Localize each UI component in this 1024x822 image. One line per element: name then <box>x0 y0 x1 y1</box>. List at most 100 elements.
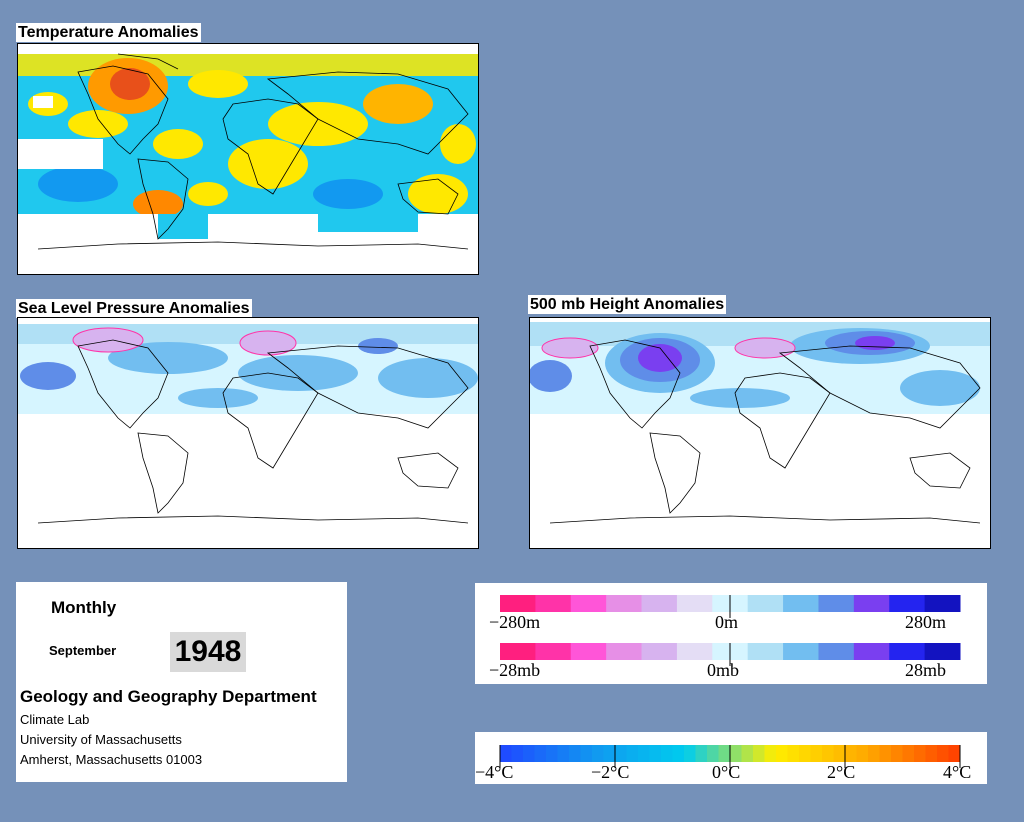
month-label: September <box>49 643 117 658</box>
pressure-swatch-7 <box>747 643 784 660</box>
temperature-swatch-29 <box>833 745 846 762</box>
height-swatch-9 <box>818 595 855 612</box>
height-mid-label: 0m <box>715 612 738 632</box>
height-swatch-3 <box>606 595 643 612</box>
temperature-swatch-39 <box>948 745 961 762</box>
pressure-min-label: −28mb <box>489 660 540 680</box>
height-swatch-2 <box>570 595 607 612</box>
temperature-swatch-22 <box>753 745 765 762</box>
height-min-label: −280m <box>489 612 540 632</box>
info-panel: Monthly September 1948 Geology and Geogr… <box>16 582 347 782</box>
height-500mb-title: 500 mb Height Anomalies <box>528 295 727 314</box>
temp-label-neg4: −4°C <box>475 762 513 782</box>
temperature-swatch-12 <box>638 745 650 762</box>
pressure-swatch-10 <box>853 643 890 660</box>
temperature-swatch-31 <box>856 745 869 762</box>
height-swatch-0 <box>500 595 536 612</box>
temperature-swatch-2 <box>523 745 535 762</box>
temperature-colorbar <box>499 745 961 768</box>
pressure-swatch-0 <box>500 643 536 660</box>
frequency-label: Monthly <box>51 598 117 617</box>
address-line: Amherst, Massachusetts 01003 <box>20 752 203 767</box>
lab-name: Climate Lab <box>20 712 90 727</box>
height-pressure-legend: −280m 0m 280m −28mb 0mb 28mb <box>475 583 987 684</box>
temperature-swatch-27 <box>810 745 823 762</box>
pressure-swatch-2 <box>570 643 607 660</box>
temperature-swatch-5 <box>557 745 570 762</box>
temperature-swatch-36 <box>914 745 926 762</box>
pressure-swatch-8 <box>783 643 819 660</box>
temp-label-4: 4°C <box>943 762 971 782</box>
pressure-swatch-11 <box>889 643 926 660</box>
temperature-swatch-26 <box>799 745 811 762</box>
temperature-swatch-32 <box>868 745 880 762</box>
pressure-swatch-5 <box>676 643 713 660</box>
temperature-legend: −4°C −2°C 0°C 2°C 4°C <box>475 732 987 784</box>
temperature-swatch-21 <box>741 745 754 762</box>
temperature-swatch-15 <box>672 745 685 762</box>
height-swatch-8 <box>783 595 819 612</box>
height-swatch-11 <box>889 595 926 612</box>
temperature-swatch-20 <box>730 745 742 762</box>
university-name: University of Massachusetts <box>20 732 182 747</box>
temperature-swatch-10 <box>615 745 627 762</box>
temperature-swatch-1 <box>511 745 524 762</box>
temperature-swatch-9 <box>603 745 616 762</box>
temperature-swatch-6 <box>569 745 581 762</box>
temp-label-2: 2°C <box>827 762 855 782</box>
pressure-field <box>18 324 478 414</box>
temperature-swatch-23 <box>764 745 777 762</box>
pressure-colorbar <box>500 643 961 666</box>
temperature-swatch-13 <box>649 745 662 762</box>
pressure-swatch-4 <box>641 643 678 660</box>
height-500mb-map <box>529 317 991 549</box>
pressure-swatch-1 <box>535 643 572 660</box>
temp-label-0: 0°C <box>712 762 740 782</box>
temperature-swatch-35 <box>902 745 915 762</box>
year-display: 1948 <box>170 632 246 672</box>
temperature-swatch-19 <box>718 745 731 762</box>
height-swatch-4 <box>641 595 678 612</box>
height-swatch-5 <box>676 595 713 612</box>
coastlines <box>37 339 469 524</box>
temperature-swatch-4 <box>546 745 558 762</box>
sea-level-pressure-map <box>17 317 479 549</box>
temperature-anomaly-map <box>17 43 479 275</box>
coastlines <box>549 339 981 524</box>
pressure-swatch-12 <box>924 643 961 660</box>
temperature-field <box>18 54 478 274</box>
temperature-swatch-8 <box>592 745 604 762</box>
height-colorbar <box>500 595 961 618</box>
height-swatch-10 <box>853 595 890 612</box>
temperature-swatch-11 <box>626 745 639 762</box>
temperature-swatch-3 <box>534 745 547 762</box>
temperature-swatch-0 <box>500 745 512 762</box>
coastlines <box>37 53 469 250</box>
height-field <box>530 322 990 414</box>
temperature-swatch-30 <box>845 745 857 762</box>
temperature-swatch-7 <box>580 745 593 762</box>
height-swatch-7 <box>747 595 784 612</box>
temp-label-neg2: −2°C <box>591 762 629 782</box>
height-max-label: 280m <box>905 612 946 632</box>
pressure-swatch-3 <box>606 643 643 660</box>
temperature-swatch-37 <box>925 745 938 762</box>
pressure-swatch-9 <box>818 643 855 660</box>
temperature-swatch-18 <box>707 745 719 762</box>
temperature-swatch-28 <box>822 745 834 762</box>
temperature-swatch-14 <box>661 745 673 762</box>
department-name: Geology and Geography Department <box>20 687 317 706</box>
temperature-swatch-24 <box>776 745 788 762</box>
temperature-swatch-33 <box>879 745 892 762</box>
temperature-swatch-38 <box>937 745 949 762</box>
pressure-max-label: 28mb <box>905 660 946 680</box>
temperature-swatch-25 <box>787 745 800 762</box>
temperature-swatch-34 <box>891 745 903 762</box>
temperature-swatch-16 <box>684 745 696 762</box>
temperature-anomalies-title: Temperature Anomalies <box>16 23 201 42</box>
temperature-swatch-17 <box>695 745 708 762</box>
pressure-mid-label: 0mb <box>707 660 739 680</box>
height-swatch-12 <box>924 595 961 612</box>
sea-level-pressure-title: Sea Level Pressure Anomalies <box>16 299 252 318</box>
height-swatch-1 <box>535 595 572 612</box>
